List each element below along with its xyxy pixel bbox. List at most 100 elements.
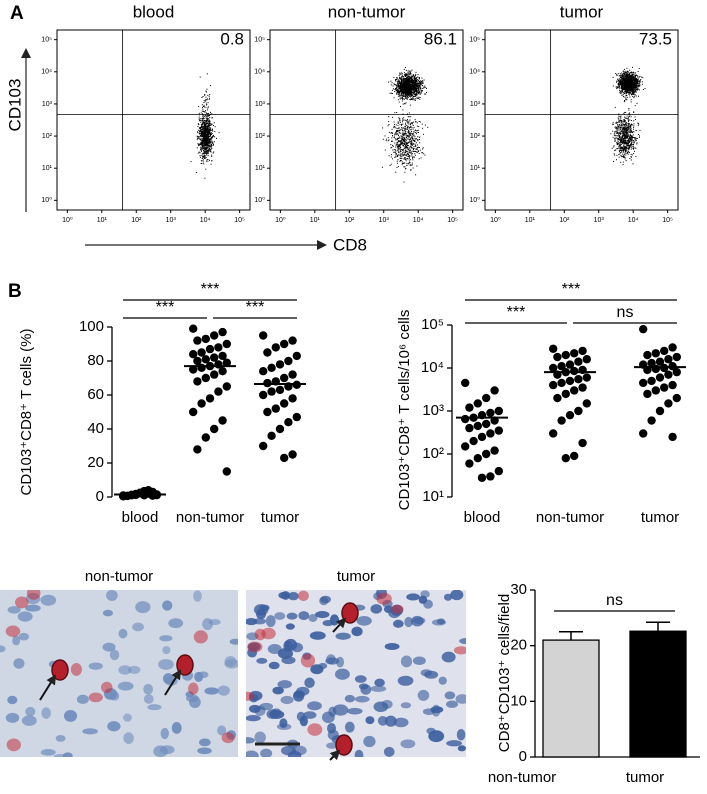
event-dot	[629, 126, 630, 127]
event-dot	[633, 144, 634, 145]
event-dot	[625, 112, 626, 113]
event-dot	[402, 124, 403, 125]
event-dot	[404, 157, 405, 158]
event-dot	[203, 137, 204, 138]
event-dot	[627, 71, 628, 72]
event-dot	[415, 155, 416, 156]
event-dot	[624, 101, 625, 102]
event-dot	[620, 138, 621, 139]
nucleus	[411, 616, 424, 626]
event-dot	[409, 95, 410, 96]
event-dot	[631, 73, 632, 74]
event-dot	[401, 78, 402, 79]
event-dot	[623, 151, 624, 152]
event-dot	[634, 96, 635, 97]
event-dot	[415, 174, 416, 175]
event-dot	[612, 148, 613, 149]
event-dot	[393, 85, 394, 86]
nucleus	[19, 633, 29, 641]
nucleus	[345, 722, 355, 733]
event-dot	[620, 125, 621, 126]
event-dot	[612, 124, 613, 125]
event-dot	[419, 79, 420, 80]
event-dot	[400, 141, 401, 142]
event-dot	[403, 139, 404, 140]
event-dot	[409, 136, 410, 137]
event-dot	[208, 106, 209, 107]
event-dot	[407, 90, 408, 91]
event-dot	[397, 91, 398, 92]
event-dot	[425, 87, 426, 88]
event-dot	[208, 149, 209, 150]
event-dot	[206, 155, 207, 156]
event-dot	[397, 161, 398, 162]
event-dot	[214, 131, 215, 132]
event-dot	[403, 90, 404, 91]
event-dot	[401, 94, 402, 95]
event-dot	[206, 97, 207, 98]
event-dot	[206, 126, 207, 127]
event-dot	[397, 155, 398, 156]
event-dot	[628, 151, 629, 152]
quadrant-value: 86.1	[424, 29, 457, 48]
event-dot	[399, 86, 400, 87]
event-dot	[623, 164, 624, 165]
event-dot	[405, 123, 406, 124]
event-dot	[402, 150, 403, 151]
event-dot	[400, 158, 401, 159]
event-dot	[633, 129, 634, 130]
event-dot	[416, 81, 417, 82]
event-dot	[404, 137, 405, 138]
event-dot	[624, 78, 625, 79]
event-dot	[408, 145, 409, 146]
event-dot	[422, 88, 423, 89]
event-dot	[410, 71, 411, 72]
event-dot	[399, 102, 400, 103]
event-dot	[403, 154, 404, 155]
event-dot	[399, 137, 400, 138]
event-dot	[424, 87, 425, 88]
nucleus	[241, 737, 255, 743]
event-dot	[207, 127, 208, 128]
event-dot	[198, 144, 199, 145]
event-dot	[638, 124, 639, 125]
event-dot	[626, 83, 627, 84]
event-dot	[624, 137, 625, 138]
event-dot	[206, 161, 207, 162]
event-dot	[399, 132, 400, 133]
event-dot	[421, 84, 422, 85]
event-dot	[203, 106, 204, 107]
event-dot	[626, 80, 627, 81]
event-dot	[204, 148, 205, 149]
event-dot	[206, 104, 207, 105]
event-dot	[637, 85, 638, 86]
event-dot	[633, 74, 634, 75]
event-dot	[419, 92, 420, 93]
event-dot	[413, 156, 414, 157]
event-dot	[417, 94, 418, 95]
event-dot	[406, 89, 407, 90]
event-dot	[634, 147, 635, 148]
event-dot	[420, 93, 421, 94]
event-dot	[402, 129, 403, 130]
event-dot	[397, 128, 398, 129]
event-dot	[407, 154, 408, 155]
event-dot	[623, 77, 624, 78]
nucleus	[406, 593, 420, 600]
event-dot	[409, 133, 410, 134]
event-dot	[414, 84, 415, 85]
x-tick-label: 10²	[344, 217, 355, 224]
event-dot	[208, 113, 209, 114]
event-dot	[638, 79, 639, 80]
event-dot	[632, 88, 633, 89]
event-dot	[401, 154, 402, 155]
event-dot	[396, 112, 397, 113]
event-dot	[417, 130, 418, 131]
event-dot	[204, 178, 205, 179]
nucleus	[89, 662, 103, 669]
event-dot	[202, 131, 203, 132]
event-dot	[405, 92, 406, 93]
event-dot	[412, 98, 413, 99]
nucleus	[304, 678, 314, 688]
